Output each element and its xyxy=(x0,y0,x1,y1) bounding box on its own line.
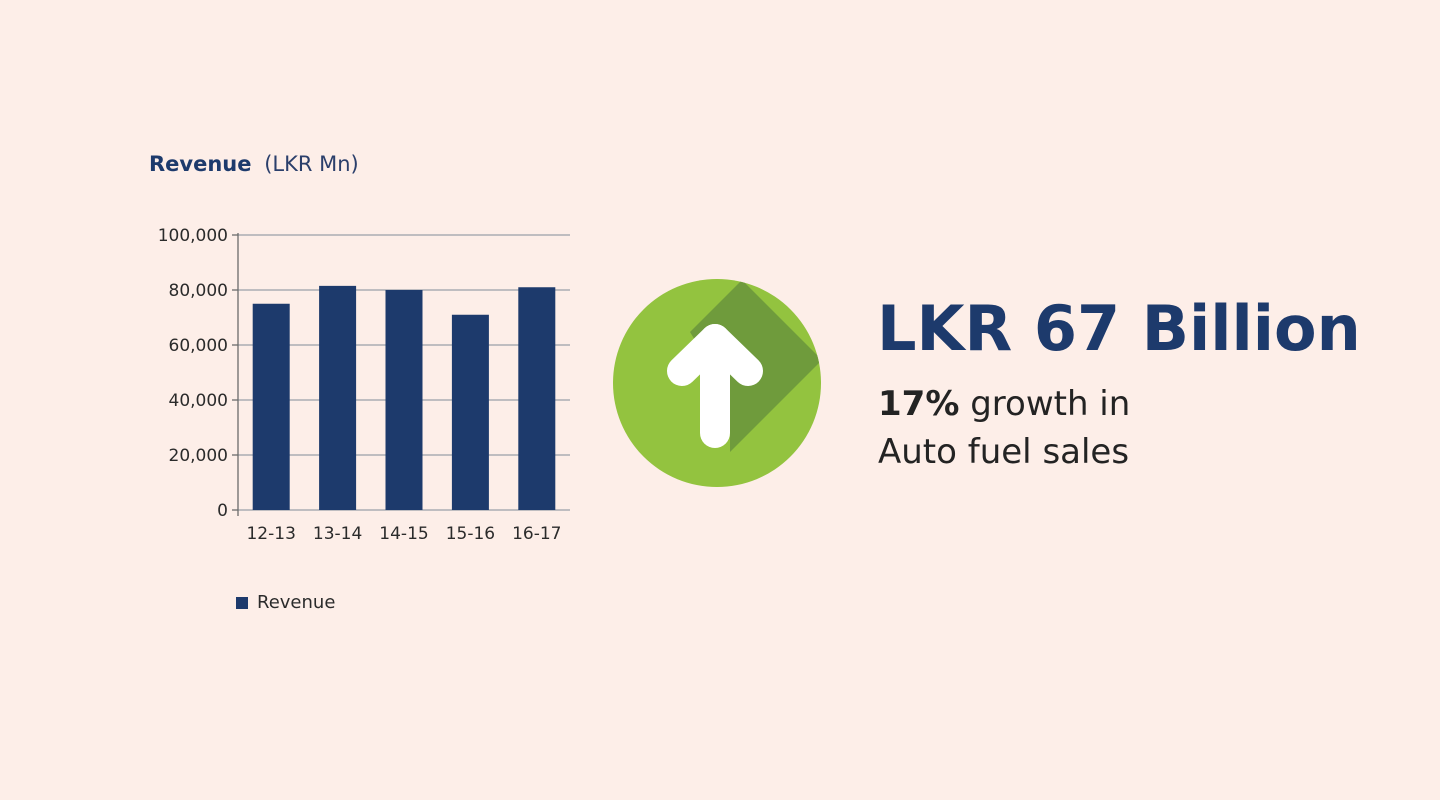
legend-swatch xyxy=(236,596,248,609)
y-tick-label: 100,000 xyxy=(158,226,228,246)
bar-14-15 xyxy=(385,290,423,510)
x-tick-label: 15-16 xyxy=(446,524,495,544)
growth-text: growth in xyxy=(959,384,1131,424)
y-tick-label: 20,000 xyxy=(169,446,228,466)
growth-line-2: Auto fuel sales xyxy=(878,432,1130,472)
growth-percent: 17% xyxy=(878,384,960,424)
x-tick-label: 12-13 xyxy=(246,524,295,544)
legend-label: Revenue xyxy=(257,592,336,613)
y-tick-label: 0 xyxy=(217,501,228,521)
y-tick-label: 60,000 xyxy=(169,336,228,356)
chart-title: Revenue (LKR Mn) xyxy=(149,152,359,176)
bar-15-16 xyxy=(451,314,489,510)
x-tick-label: 14-15 xyxy=(379,524,428,544)
y-tick-label: 40,000 xyxy=(169,391,228,411)
chart-title-text: Revenue xyxy=(149,152,252,176)
growth-line-1: 17% growth in xyxy=(878,380,1130,428)
growth-subline: 17% growth in Auto fuel sales xyxy=(878,380,1130,476)
chart-title-unit: (LKR Mn) xyxy=(264,152,359,176)
x-tick-label: 16-17 xyxy=(512,524,561,544)
up-arrow-icon xyxy=(613,279,821,487)
y-tick-label: 80,000 xyxy=(169,281,228,301)
bar-13-14 xyxy=(319,285,357,510)
revenue-bar-chart: 0 20,000 40,000 60,000 80,000 100,000 12-13 13-… xyxy=(158,226,570,544)
chart-legend: Revenue xyxy=(236,592,335,613)
bar-16-17 xyxy=(518,287,556,510)
icon-arrow xyxy=(667,324,763,448)
headline-value: LKR 67 Billion xyxy=(877,292,1361,365)
x-tick-label: 13-14 xyxy=(313,524,362,544)
bar-12-13 xyxy=(252,303,290,510)
